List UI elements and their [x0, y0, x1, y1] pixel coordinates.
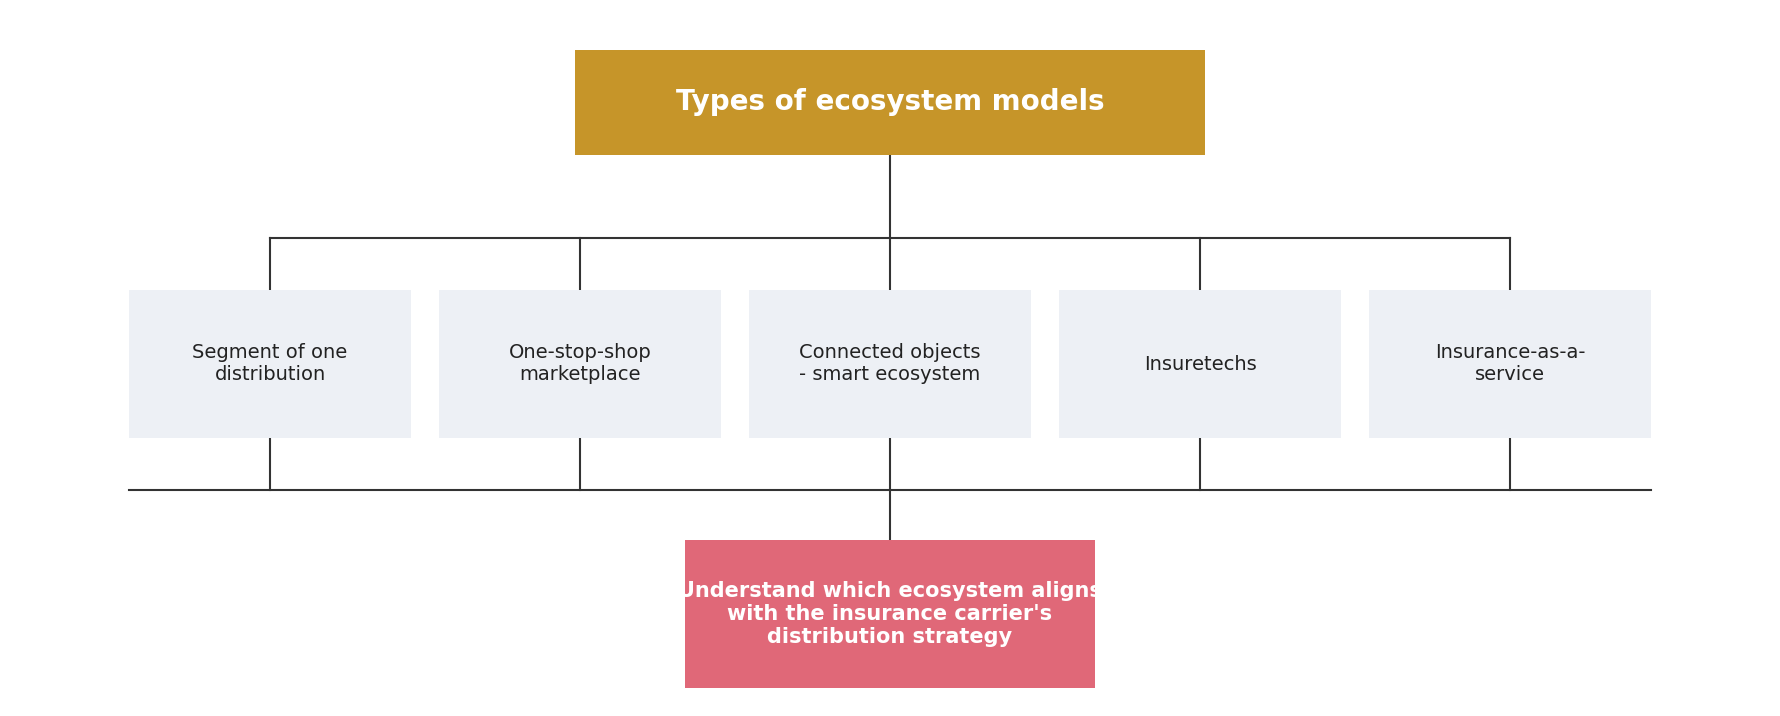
- FancyBboxPatch shape: [440, 290, 721, 438]
- Text: Insurance-as-a-
service: Insurance-as-a- service: [1435, 344, 1586, 384]
- Text: Understand which ecosystem aligns
with the insurance carrier's
distribution stra: Understand which ecosystem aligns with t…: [678, 581, 1102, 647]
- Text: Types of ecosystem models: Types of ecosystem models: [676, 89, 1104, 117]
- FancyBboxPatch shape: [1059, 290, 1340, 438]
- Text: Insuretechs: Insuretechs: [1143, 354, 1257, 374]
- FancyBboxPatch shape: [575, 50, 1205, 155]
- Text: Segment of one
distribution: Segment of one distribution: [192, 344, 347, 384]
- FancyBboxPatch shape: [128, 290, 411, 438]
- FancyBboxPatch shape: [685, 540, 1095, 688]
- Text: Connected objects
- smart ecosystem: Connected objects - smart ecosystem: [799, 344, 981, 384]
- FancyBboxPatch shape: [749, 290, 1031, 438]
- FancyBboxPatch shape: [1369, 290, 1652, 438]
- Text: One-stop-shop
marketplace: One-stop-shop marketplace: [509, 344, 651, 384]
